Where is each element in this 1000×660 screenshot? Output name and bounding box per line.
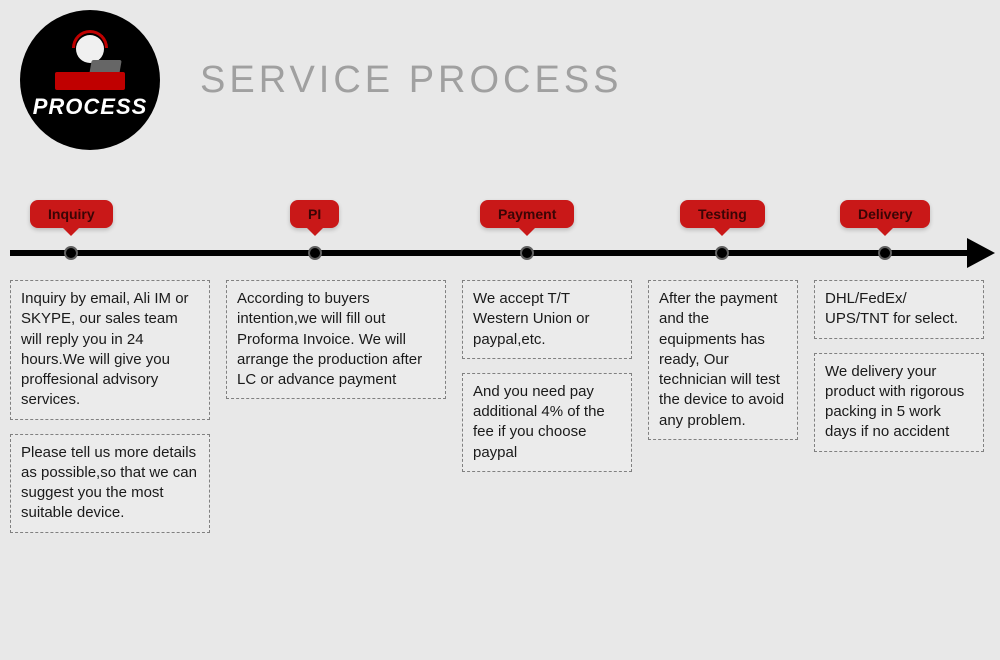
description-box: DHL/FedEx/ UPS/TNT for select. [814, 280, 984, 339]
step-dot-icon [520, 246, 534, 260]
step-dot-icon [878, 246, 892, 260]
timeline-step: Delivery [840, 200, 930, 228]
page-title: SERVICE PROCESS [200, 59, 623, 102]
timeline-step: Inquiry [30, 200, 113, 228]
timeline-step: Testing [680, 200, 765, 228]
step-dot-icon [308, 246, 322, 260]
description-column: After the payment and the equipments has… [648, 280, 798, 440]
timeline-line [10, 250, 970, 256]
timeline-step: Payment [480, 200, 574, 228]
description-columns: Inquiry by email, Ali IM or SKYPE, our s… [10, 280, 990, 533]
description-box: Inquiry by email, Ali IM or SKYPE, our s… [10, 280, 210, 420]
step-tag: Delivery [840, 200, 930, 228]
description-column: According to buyers intention,we will fi… [226, 280, 446, 399]
description-box: Please tell us more details as possible,… [10, 434, 210, 533]
description-column: DHL/FedEx/ UPS/TNT for select. We deliver… [814, 280, 984, 452]
step-dot-icon [715, 246, 729, 260]
step-dot-icon [64, 246, 78, 260]
step-tag: Inquiry [30, 200, 113, 228]
timeline-step: PI [290, 200, 339, 228]
step-tag: Testing [680, 200, 765, 228]
header: PROCESS SERVICE PROCESS [20, 10, 623, 150]
description-box: According to buyers intention,we will fi… [226, 280, 446, 399]
description-column: Inquiry by email, Ali IM or SKYPE, our s… [10, 280, 210, 533]
process-logo: PROCESS [20, 10, 160, 150]
step-tag: Payment [480, 200, 574, 228]
description-box: And you need pay additional 4% of the fe… [462, 373, 632, 472]
description-box: We delivery your product with rigorous p… [814, 353, 984, 452]
step-tag: PI [290, 200, 339, 228]
description-column: We accept T/T Western Union or paypal,et… [462, 280, 632, 472]
timeline-arrow-icon [967, 238, 995, 268]
description-box: We accept T/T Western Union or paypal,et… [462, 280, 632, 359]
logo-text: PROCESS [33, 94, 148, 120]
description-box: After the payment and the equipments has… [648, 280, 798, 440]
logo-figure-icon [60, 40, 120, 90]
